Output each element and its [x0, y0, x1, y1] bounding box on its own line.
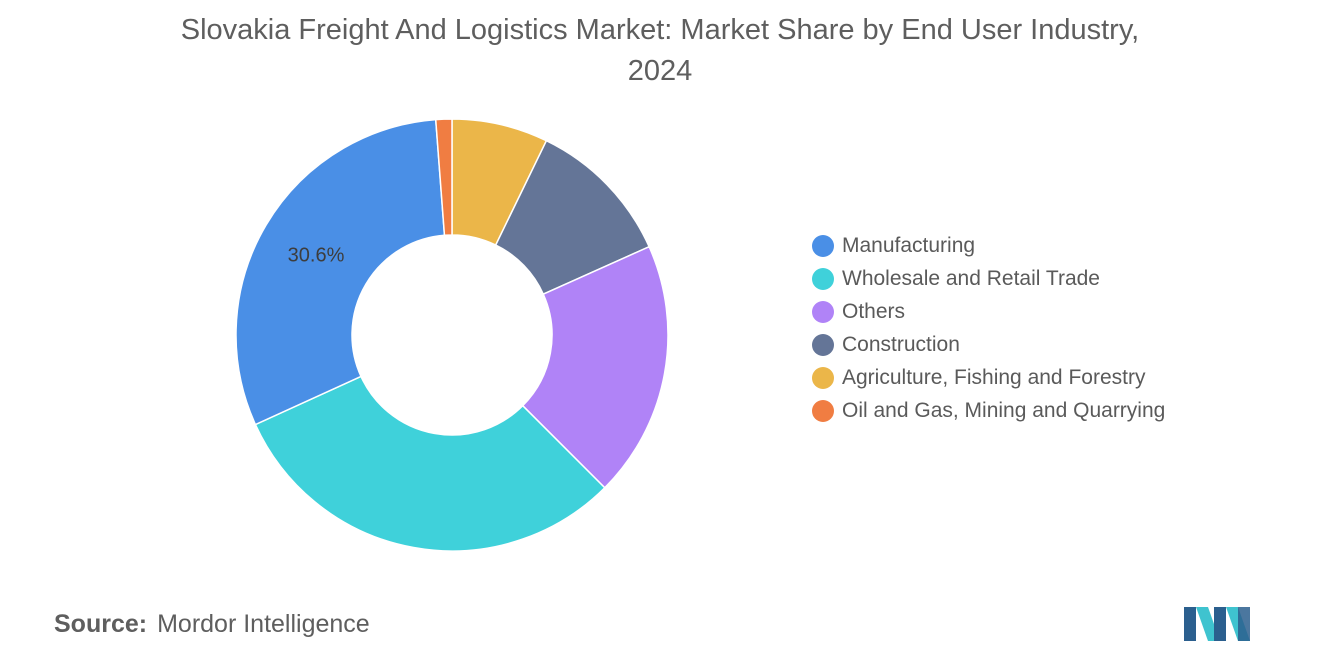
slice-manufacturing	[235, 118, 446, 426]
chart-legend: Manufacturing Wholesale and Retail Trade O…	[812, 229, 1165, 427]
legend-label: Others	[842, 299, 906, 323]
slice-others	[521, 245, 669, 489]
legend-item-agriculture-fishing-and-forestry: Agriculture, Fishing and Forestry	[812, 361, 1165, 394]
legend-swatch	[812, 333, 834, 356]
legend-item-wholesale-and-retail-trade: Wholesale and Retail Trade	[812, 262, 1165, 295]
legend-item-construction: Construction	[812, 328, 1165, 361]
legend-item-manufacturing: Manufacturing	[812, 229, 1165, 262]
slice-wholesale-and-retail-trade	[254, 375, 606, 552]
legend-label: Wholesale and Retail Trade	[842, 266, 1100, 290]
legend-swatch	[812, 366, 834, 389]
chart-title: Slovakia Freight And Logistics Market: M…	[90, 10, 1230, 92]
legend-label: Construction	[842, 332, 960, 356]
source-note: Source: Mordor Intelligence	[54, 610, 370, 639]
legend-label: Oil and Gas, Mining and Quarrying	[842, 398, 1166, 422]
legend-label: Agriculture, Fishing and Forestry	[842, 365, 1146, 389]
data-label-manufacturing: 30.6%	[288, 245, 345, 267]
legend-label: Manufacturing	[842, 233, 976, 257]
legend-item-others: Others	[812, 295, 1165, 328]
chart-title-line-1: Slovakia Freight And Logistics Market: M…	[180, 14, 1140, 46]
legend-swatch	[812, 234, 834, 257]
slice-oil-and-gas-mining-and-quarrying	[434, 118, 453, 237]
legend-item-oil-and-gas-mining-and-quarrying: Oil and Gas, Mining and Quarrying	[812, 394, 1165, 427]
source-value: Mordor Intelligence	[157, 610, 370, 638]
legend-swatch	[812, 300, 834, 323]
legend-swatch	[812, 267, 834, 290]
mordor-intelligence-logo-icon	[1184, 607, 1250, 641]
legend-swatch	[812, 399, 834, 422]
source-label: Source:	[54, 610, 148, 638]
chart-title-line-2: 2024	[627, 55, 693, 87]
